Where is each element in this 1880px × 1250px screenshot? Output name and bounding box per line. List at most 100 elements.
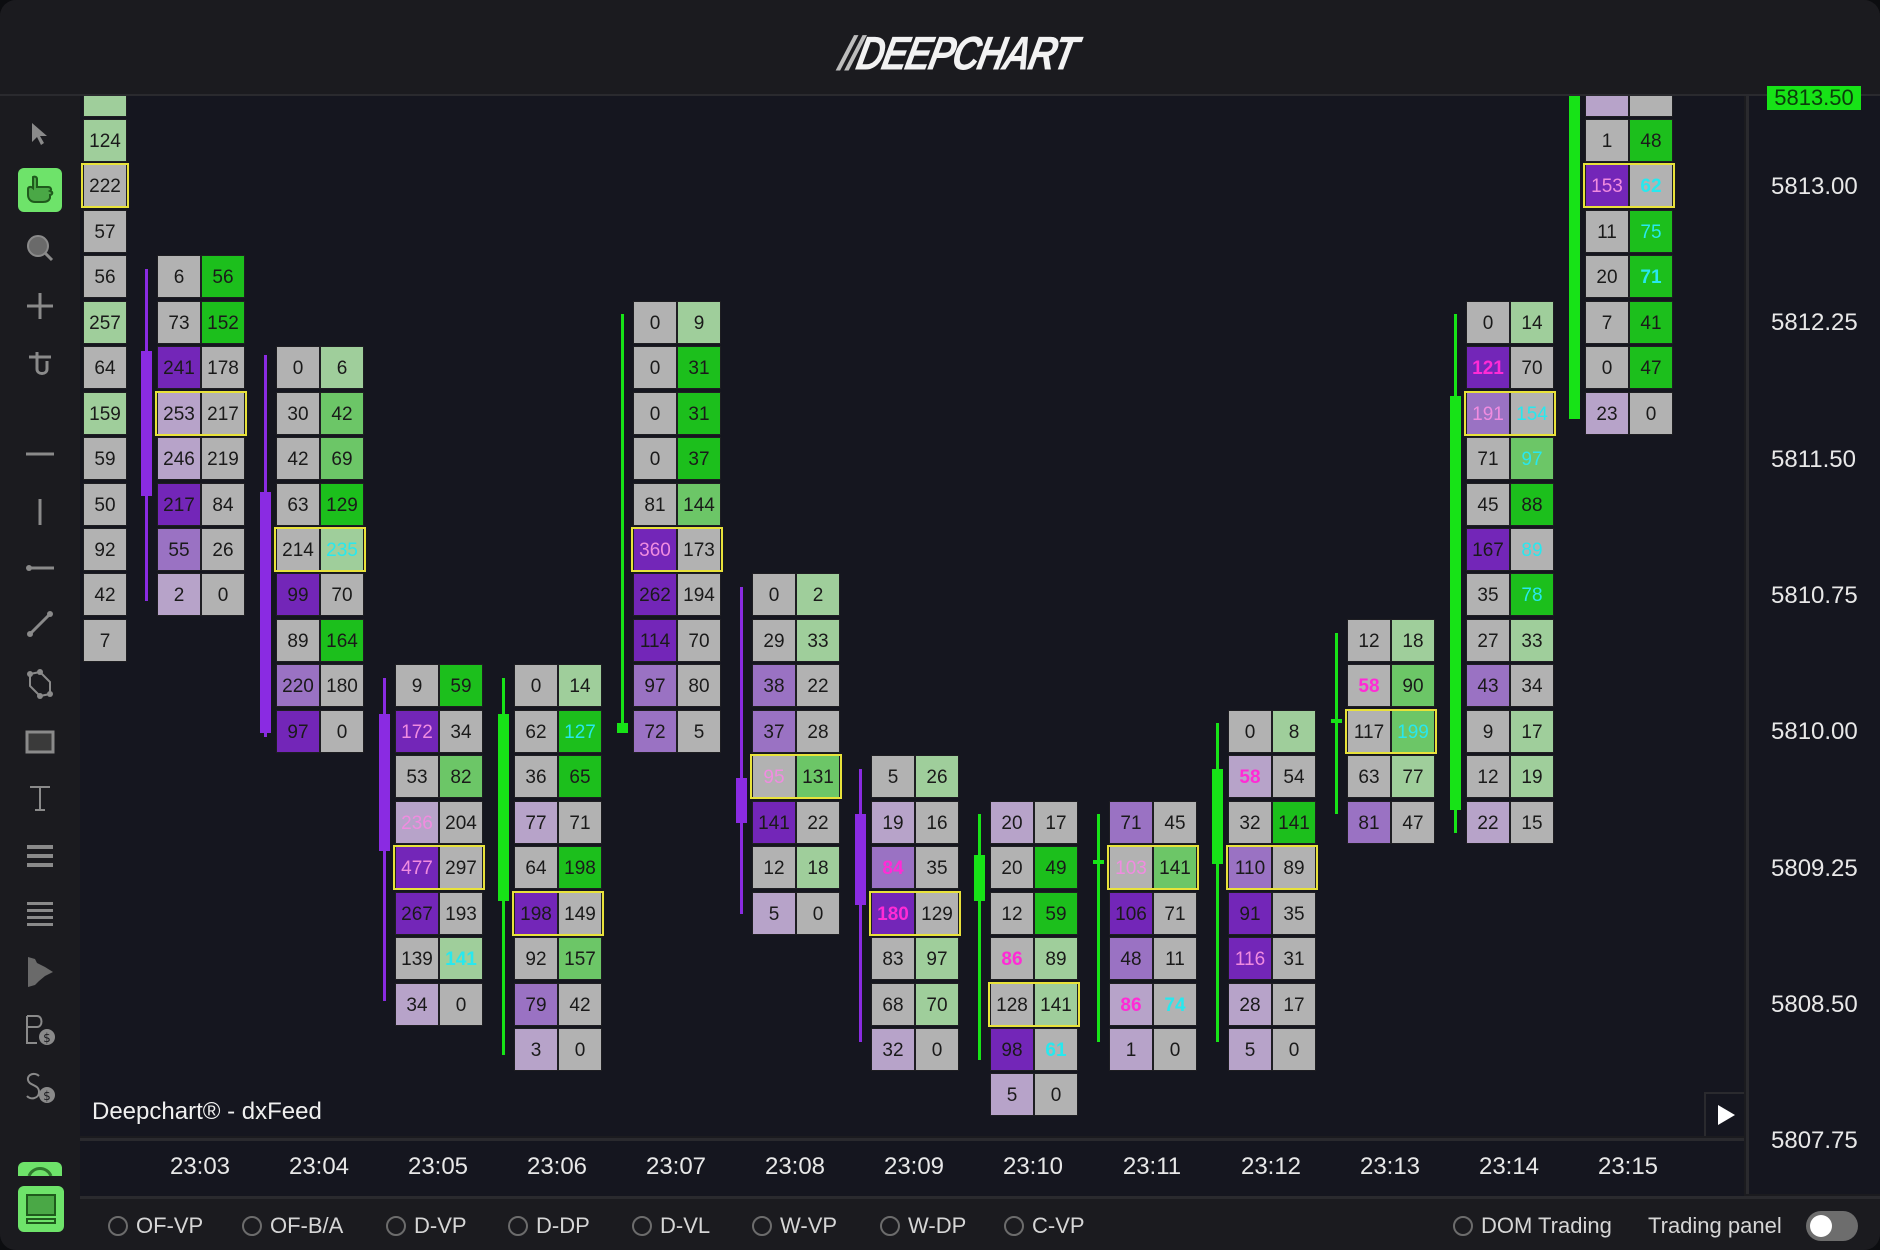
bid-volume-cell: 159 — [83, 391, 127, 435]
vertical-line-tool[interactable] — [18, 490, 62, 534]
ask-volume-cell: 16 — [915, 800, 959, 844]
mode-radio-w-dp[interactable]: W-DP — [880, 1213, 966, 1239]
ask-volume-cell: 18 — [796, 846, 840, 890]
rectangle-tool[interactable] — [18, 720, 62, 764]
bid-volume-cell: 139 — [395, 937, 439, 981]
magnet-tool[interactable] — [18, 342, 62, 386]
ask-volume-cell — [1629, 96, 1673, 117]
current-price-label: 5813.50 — [1767, 86, 1861, 110]
mode-radio-of-vp[interactable]: OF-VP — [108, 1213, 203, 1239]
candle-body — [1569, 96, 1580, 419]
ask-volume-cell: 6 — [320, 346, 364, 390]
bid-volume-cell: 86 — [990, 937, 1034, 981]
bid-volume-cell: 35 — [1466, 573, 1510, 617]
bid-volume-cell: 95 — [752, 755, 796, 799]
bid-volume-cell: 5 — [752, 891, 796, 935]
mode-radio-d-dp[interactable]: D-DP — [508, 1213, 590, 1239]
bid-volume-cell — [83, 96, 127, 117]
bid-volume-cell: 22 — [1466, 800, 1510, 844]
bid-volume-cell: 241 — [157, 346, 201, 390]
bid-volume-cell: 117 — [1347, 709, 1391, 753]
channel-icon — [27, 669, 53, 699]
mode-label: D-DP — [536, 1213, 590, 1238]
ask-volume-cell: 59 — [1034, 891, 1078, 935]
bid-volume-cell: 50 — [83, 482, 127, 526]
panel-toggle-button[interactable] — [18, 1162, 62, 1176]
ask-volume-cell: 74 — [1153, 982, 1197, 1026]
mode-radio-d-vl[interactable]: D-VL — [632, 1213, 710, 1239]
levels-tool[interactable] — [18, 834, 62, 878]
magnet-icon — [29, 352, 51, 375]
bid-volume-cell: 477 — [395, 846, 439, 890]
fib-levels-tool[interactable] — [18, 892, 62, 936]
bid-volume-cell: 34 — [395, 982, 439, 1026]
bid-volume-cell: 124 — [83, 118, 127, 162]
price-tick-label: 5810.75 — [1771, 581, 1858, 609]
arrow-pointer-icon — [32, 123, 47, 145]
price-tick-label: 5813.00 — [1771, 173, 1858, 200]
time-tick-label: 23:05 — [407, 1153, 469, 1180]
bid-volume-cell: 20 — [1585, 255, 1629, 299]
scroll-to-latest-button[interactable] — [1704, 1092, 1744, 1136]
sell-dollar-icon: $ — [26, 1072, 55, 1103]
bid-volume-cell: 0 — [633, 300, 677, 344]
time-axis[interactable]: 23:03 23:04 23:05 23:06 23:07 23:08 23:09 23:10… — [80, 1138, 1744, 1197]
ask-volume-cell: 199 — [1391, 709, 1435, 753]
price-axis[interactable]: 5813.50 5813.00 5812.25 5811.50 5810.75 5810… — [1746, 86, 1880, 1194]
ask-volume-cell: 131 — [796, 755, 840, 799]
ask-volume-cell: 141 — [1272, 800, 1316, 844]
ask-volume-cell: 59 — [439, 664, 483, 708]
bid-volume-cell: 110 — [1228, 846, 1272, 890]
ask-volume-cell: 144 — [677, 482, 721, 526]
layout-button[interactable] — [18, 1186, 64, 1232]
candle-body — [1212, 768, 1223, 865]
mode-radio-d-vp[interactable]: D-VP — [386, 1213, 467, 1239]
candle-wick — [740, 587, 743, 915]
pointer-tool[interactable] — [18, 112, 62, 156]
bid-volume-cell: 5 — [990, 1073, 1034, 1117]
mode-radio-c-vp[interactable]: C-VP — [1004, 1213, 1085, 1239]
channel-tool[interactable] — [18, 662, 62, 706]
mode-label: W-VP — [780, 1213, 838, 1238]
horizontal-line-tool[interactable] — [18, 432, 62, 476]
ask-volume-cell: 193 — [439, 891, 483, 935]
bid-volume-cell: 68 — [871, 982, 915, 1026]
ask-volume-cell: 70 — [915, 982, 959, 1026]
bid-volume-cell: 97 — [276, 709, 320, 753]
bid-volume-cell: 0 — [633, 437, 677, 481]
volume-profile-tool[interactable] — [18, 950, 62, 994]
price-tick-label: 5810.00 — [1771, 718, 1858, 746]
footprint-chart[interactable]: 124 222 57 56 257 64 159 59 50 92 42 7 6 56 73 152 241 17… — [80, 96, 1744, 1136]
buy-order-tool[interactable]: $ — [18, 1008, 62, 1052]
pan-tool[interactable] — [18, 168, 62, 212]
mode-label: OF-B/A — [270, 1213, 344, 1238]
mode-label: OF-VP — [136, 1213, 204, 1238]
bid-volume-cell: 83 — [871, 937, 915, 981]
svg-text:$: $ — [43, 1031, 51, 1045]
trend-line-tool[interactable] — [18, 602, 62, 646]
mode-radio-w-vp[interactable]: W-VP — [752, 1213, 837, 1239]
bid-volume-cell: 30 — [276, 391, 320, 435]
crosshair-tool[interactable] — [18, 284, 62, 328]
radio-circle — [1004, 1216, 1024, 1236]
bid-volume-cell: 62 — [514, 709, 558, 753]
price-tick-label: 5809.25 — [1771, 854, 1858, 882]
zoom-tool[interactable] — [18, 226, 62, 270]
bid-volume-cell: 0 — [1466, 300, 1510, 344]
time-tick-label: 23:11 — [1122, 1153, 1182, 1180]
bid-volume-cell: 72 — [633, 709, 677, 753]
candle-body — [141, 350, 152, 497]
radio-circle — [752, 1216, 772, 1236]
price-tick-label: 5812.25 — [1771, 309, 1858, 337]
bid-volume-cell: 37 — [752, 709, 796, 753]
dom-trading-radio[interactable]: DOM Trading — [1453, 1213, 1612, 1239]
ask-volume-cell: 14 — [1510, 300, 1554, 344]
time-tick-label: 23:15 — [1597, 1153, 1659, 1180]
ask-volume-cell: 17 — [1510, 709, 1554, 753]
text-tool[interactable] — [18, 776, 62, 820]
toggle-knob — [1810, 1215, 1832, 1237]
trading-panel-toggle[interactable] — [1806, 1211, 1858, 1241]
ray-tool[interactable] — [18, 546, 62, 590]
sell-order-tool[interactable]: $ — [18, 1066, 62, 1110]
mode-radio-of-b-a[interactable]: OF-B/A — [242, 1213, 343, 1239]
